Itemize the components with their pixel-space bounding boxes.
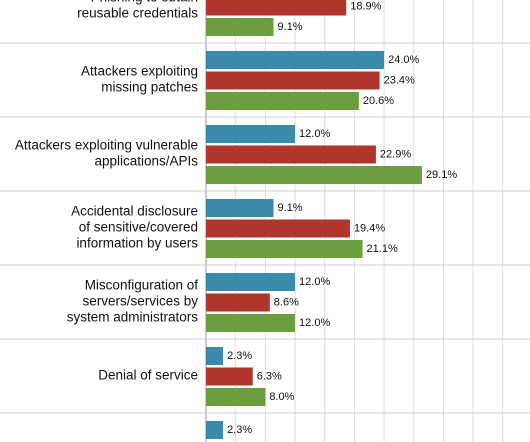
bar bbox=[206, 125, 296, 143]
bar bbox=[206, 347, 224, 365]
bar bbox=[206, 166, 422, 184]
category-label: servers/services by bbox=[82, 294, 198, 309]
value-label: 12.0% bbox=[299, 317, 330, 329]
bar bbox=[206, 273, 296, 291]
category-label: Attackers exploiting bbox=[81, 64, 198, 79]
bar bbox=[206, 421, 224, 439]
bar bbox=[206, 145, 376, 164]
bar bbox=[206, 199, 274, 217]
bar bbox=[206, 219, 350, 238]
value-label: 2.3% bbox=[227, 424, 252, 436]
category-label: information by users bbox=[76, 236, 198, 251]
value-label: 12.0% bbox=[299, 128, 330, 140]
bar bbox=[206, 71, 380, 90]
value-label: 9.1% bbox=[278, 202, 303, 214]
bar bbox=[206, 293, 270, 312]
category-label: applications/APIs bbox=[94, 154, 198, 169]
value-label: 20.6% bbox=[363, 95, 394, 107]
value-label: 8.6% bbox=[274, 296, 299, 308]
value-label: 8.0% bbox=[269, 391, 294, 403]
bar bbox=[206, 314, 296, 332]
bar bbox=[206, 0, 347, 16]
category-label: Attackers exploiting vulnerable bbox=[15, 138, 198, 153]
bar bbox=[206, 240, 363, 258]
value-label: 23.4% bbox=[384, 74, 415, 86]
value-label: 21.1% bbox=[367, 243, 398, 255]
bar bbox=[206, 92, 359, 110]
value-label: 12.0% bbox=[299, 276, 330, 288]
category-label: of sensitive/covered bbox=[79, 220, 198, 235]
category-label: system administrators bbox=[67, 310, 199, 325]
bar bbox=[206, 367, 253, 386]
value-label: 22.9% bbox=[380, 148, 411, 160]
bar bbox=[206, 388, 266, 406]
value-label: 29.1% bbox=[426, 169, 457, 181]
category-label: Denial of service bbox=[98, 368, 198, 383]
bar bbox=[206, 18, 274, 36]
value-label: 9.1% bbox=[278, 21, 303, 33]
value-label: 19.4% bbox=[354, 222, 385, 234]
value-label: 18.9% bbox=[350, 0, 381, 12]
category-label: Accidental disclosure bbox=[71, 204, 198, 219]
bar bbox=[206, 51, 385, 69]
category-label: Phishing to obtain bbox=[91, 0, 198, 5]
category-label: reusable credentials bbox=[77, 6, 198, 21]
value-label: 6.3% bbox=[257, 370, 282, 382]
value-label: 24.0% bbox=[388, 54, 419, 66]
value-label: 2.3% bbox=[227, 350, 252, 362]
category-label: missing patches bbox=[101, 80, 198, 95]
category-label: Misconfiguration of bbox=[85, 278, 199, 293]
